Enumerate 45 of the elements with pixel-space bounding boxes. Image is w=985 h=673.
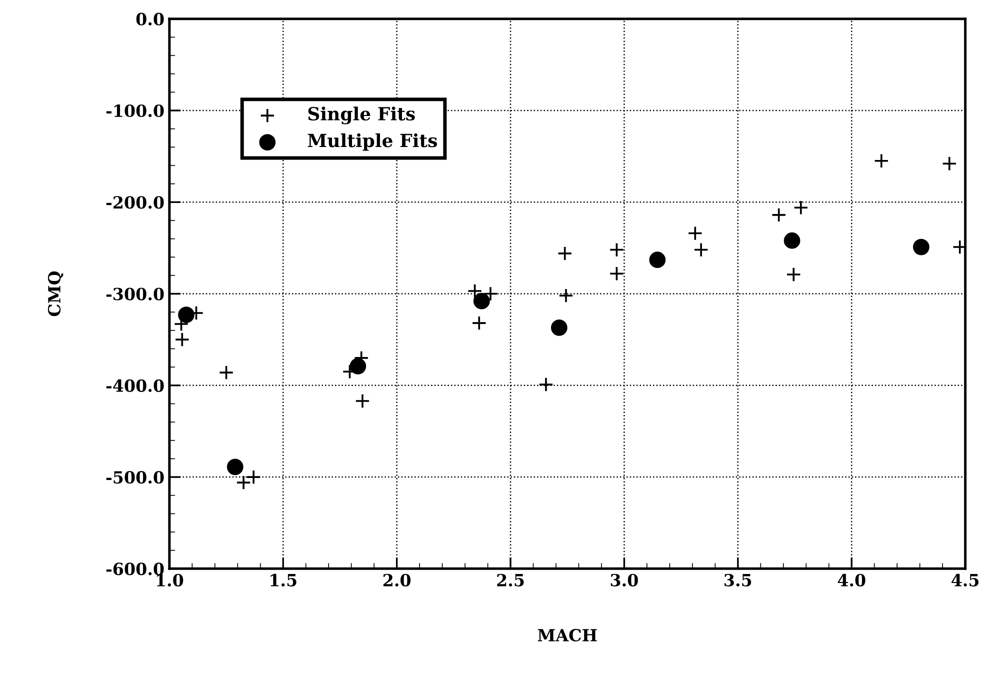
point (467, 284, 482, 299)
point (483, 286, 498, 302)
point (609, 266, 624, 282)
point (174, 332, 190, 348)
point (913, 238, 930, 256)
point (942, 156, 957, 172)
x-tick-label: 4.5 (951, 574, 979, 586)
y-axis-title: CMQ (48, 271, 64, 316)
point (649, 252, 666, 268)
x-tick-label: 2.5 (497, 574, 524, 586)
x-axis-title: MACH (538, 628, 597, 642)
legend-label: Single Fits (308, 106, 415, 124)
y-tick-label: -100.0 (106, 104, 164, 118)
point (218, 365, 234, 380)
x-tick-label: 3.5 (724, 574, 752, 586)
point (793, 200, 808, 216)
point (786, 267, 802, 282)
x-tick-label: 1.0 (156, 574, 184, 586)
y-tick-label: -400.0 (106, 379, 164, 392)
point (226, 458, 244, 476)
point (354, 393, 370, 408)
point (558, 288, 574, 304)
x-tick-label: 2.0 (383, 574, 411, 586)
point (538, 376, 554, 392)
point (350, 358, 366, 374)
legend-label: Multiple Fits (308, 133, 437, 151)
point (550, 319, 568, 336)
x-tick-label: 4.0 (838, 574, 866, 586)
x-tick-label: 1.5 (270, 574, 296, 586)
y-tick-label: -600.0 (106, 562, 164, 576)
point (557, 246, 572, 261)
y-tick-label: -300.0 (106, 288, 164, 300)
point (784, 232, 800, 249)
point (178, 306, 194, 324)
point (473, 292, 490, 310)
point (694, 242, 709, 258)
y-tick-label: -500.0 (106, 471, 164, 484)
x-tick-label: 3.0 (610, 574, 638, 586)
y-tick-label: 0.0 (136, 12, 164, 26)
point (609, 242, 624, 258)
point (472, 316, 487, 331)
point (688, 226, 703, 241)
point (874, 153, 889, 168)
y-tick-label: -200.0 (106, 196, 164, 209)
point (771, 207, 786, 222)
